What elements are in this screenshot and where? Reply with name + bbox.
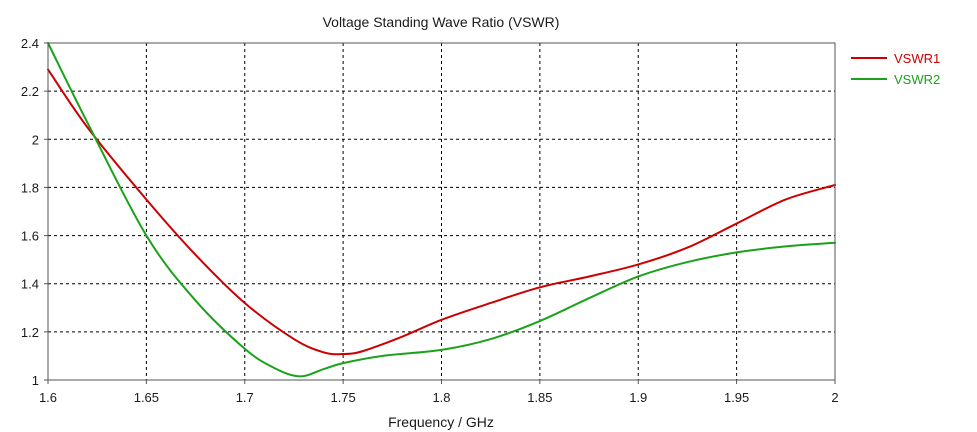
y-tick-label: 2 [32,132,39,147]
y-tick-label: 2.2 [21,84,39,99]
x-axis-label: Frequency / GHz [388,414,494,430]
y-axis-ticks: 1 1.2 1.4 1.6 1.8 2 2.2 2.4 [21,36,48,388]
x-tick-label: 1.65 [134,390,159,405]
y-tick-label: 1.2 [21,325,39,340]
y-tick-label: 1 [32,373,39,388]
legend-label-vswr1: VSWR1 [894,51,940,66]
legend: VSWR1 VSWR2 [851,51,940,87]
series-line-vswr2 [47,42,836,378]
x-tick-label: 2 [831,390,838,405]
y-tick-label: 2.4 [21,36,39,51]
series-layer [47,42,836,378]
x-tick-label: 1.9 [629,390,647,405]
y-tick-label: 1.4 [21,277,39,292]
grid [48,43,835,380]
x-tick-label: 1.85 [527,390,552,405]
x-axis-ticks: 1.6 1.65 1.7 1.75 1.8 1.85 1.9 1.95 2 [39,380,839,405]
chart-title: Voltage Standing Wave Ratio (VSWR) [323,14,560,30]
x-tick-label: 1.75 [330,390,355,405]
y-tick-label: 1.8 [21,180,39,195]
y-tick-label: 1.6 [21,229,39,244]
x-tick-label: 1.95 [724,390,749,405]
x-tick-label: 1.6 [39,390,57,405]
x-tick-label: 1.7 [236,390,254,405]
legend-label-vswr2: VSWR2 [894,72,940,87]
series-line-vswr1 [47,68,836,356]
x-tick-label: 1.8 [432,390,450,405]
